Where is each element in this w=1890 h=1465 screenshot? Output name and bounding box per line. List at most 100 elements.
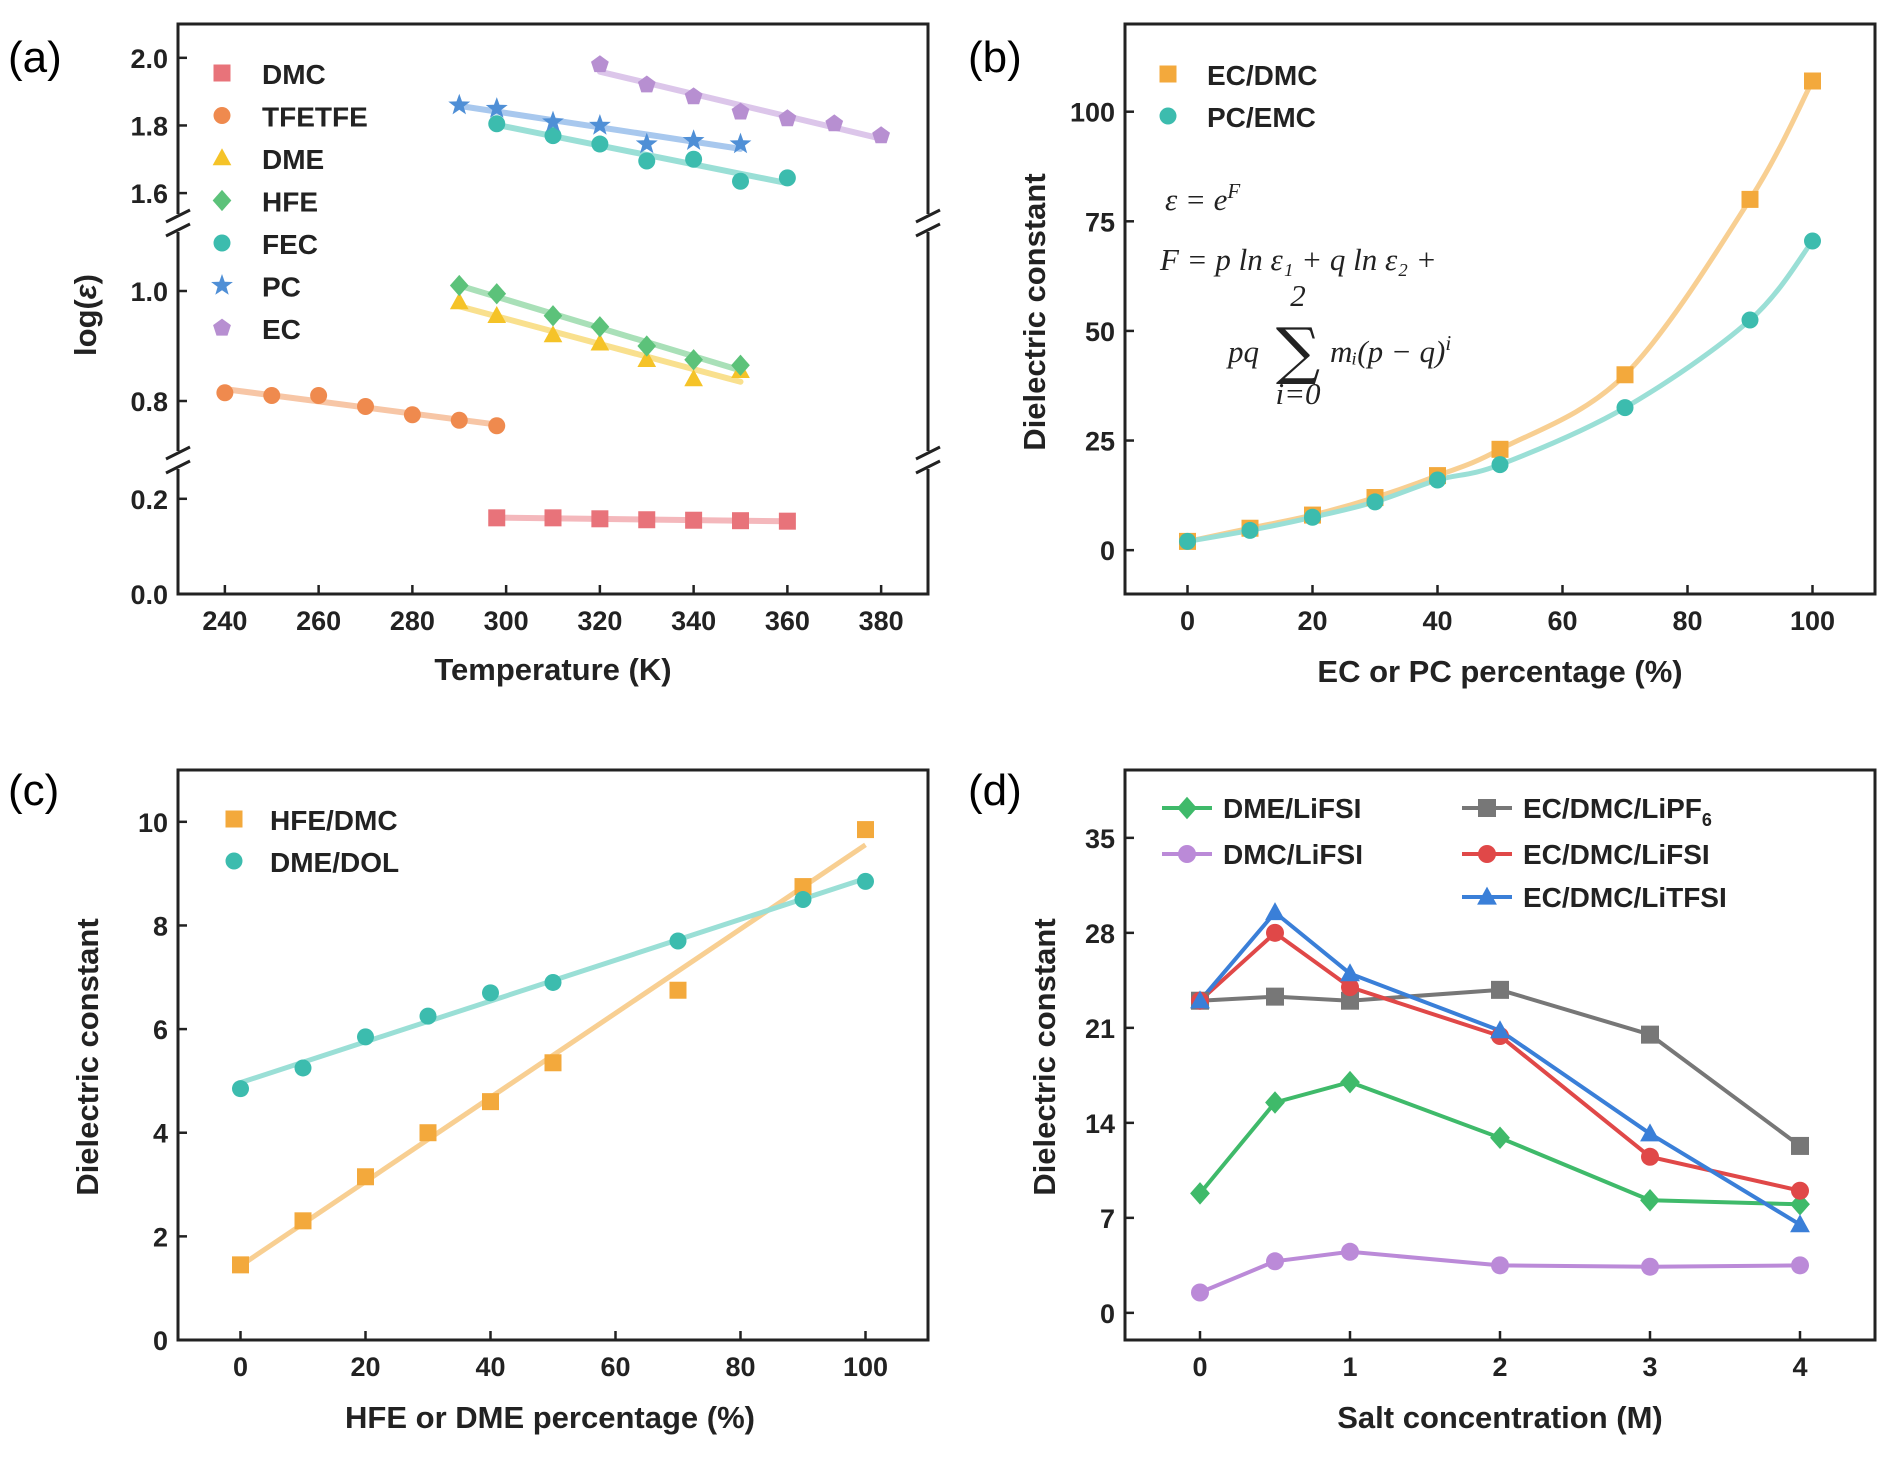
point-hfe-dmc [544,1054,562,1072]
y-tick-label: 0 [1100,1299,1115,1329]
point-fec [685,150,703,168]
x-axis-label-a: Temperature (K) [434,652,671,687]
y-tick-label: 100 [1070,98,1115,128]
point-fec [488,115,506,133]
point-dme-dol [794,891,812,909]
point-dmc [544,509,562,527]
point-dmc-lifsi [1641,1257,1659,1276]
point-fec [778,169,796,187]
x-axis-label-d: Salt concentration (M) [1337,1400,1663,1435]
equation-b: ε = eF F = p ln ε₁ + q ln ε₂ + pq 2 ∑ i=… [1159,179,1451,411]
point-hfe-dmc [294,1212,312,1230]
x-axis-label-c: HFE or DME percentage (%) [345,1400,755,1435]
point-dme-dol [294,1059,312,1077]
point-ec [637,75,656,93]
legend-marker-ec-dmc-litfsi [1477,886,1497,905]
point-dme-dol [857,872,874,890]
point-dmc [488,509,506,527]
tick-layer-b: 0 20 40 60 80 100 0 25 50 75 100 [1070,98,1835,636]
y-tick-label: 10 [138,808,168,838]
x-tick-label: 2 [1492,1352,1507,1382]
point-ec [872,126,890,144]
x-tick-label: 100 [1790,606,1835,636]
point-dme-dol [232,1080,249,1098]
legend-marker-ec-dmc [1159,65,1177,83]
series-line-ec-dmc-lipf [1199,987,1802,1148]
legend-marker-fec [213,234,231,252]
point-ec [778,109,797,127]
point-ec-dmc-lifsi [1266,923,1284,942]
y-tick-label: 25 [1085,427,1115,457]
point-hfe [449,274,469,297]
x-tick-label: 4 [1792,1352,1807,1382]
y-tick-label: 8 [153,911,168,941]
point-pc-emc [1616,399,1634,417]
data-points-b [1179,72,1821,550]
point-dmc [685,511,703,529]
legend-b: EC/DMC PC/EMC [1159,60,1317,133]
point-ec-dmc-litfsi [1340,963,1360,982]
axis-break-mark [165,459,191,475]
x-tick-label: 20 [350,1352,380,1382]
point-dme-lifsi [1640,1188,1660,1212]
legend-label-dme-lifsi: DME/LiFSI [1223,793,1361,824]
point-pc [448,93,471,115]
legend-label-dme: DME [262,144,324,175]
x-tick-label: 320 [577,606,622,636]
panel-c: (c) 0 20 40 60 80 100 0 2 4 6 8 10 HFE/DMC DME/DOL H… [8,766,930,1435]
point-ec-dmc-lifsi [1791,1181,1809,1200]
equation-line-1: ε = eF [1165,179,1240,217]
point-pc [729,132,752,154]
point-tfetfe [450,411,468,429]
point-ec-dmc-lifsi [1641,1147,1659,1166]
point-ec-dmc [1804,72,1821,90]
legend-label-ec: EC [262,314,301,345]
axis-break-mark [165,445,191,461]
y-tick-label: 0 [153,1326,168,1356]
y-tick-label: 6 [153,1015,168,1045]
series-lines-d [1198,909,1802,1295]
y-axis-label-c: Dielectric constant [70,918,105,1195]
point-dme [590,333,610,351]
point-pc [542,110,564,132]
y-tick-label: 2 [153,1222,168,1252]
y-axis-label-a: log(ε) [68,274,103,356]
point-dme [637,349,657,367]
point-hfe-dmc [857,821,874,839]
plot-frame-b [1123,22,1877,596]
legend-marker-dmc-lifsi [1178,845,1196,863]
y-tick-label: 0 [1100,536,1115,566]
legend-marker-dme-lifsi [1177,796,1197,820]
legend-marker-dme-dol [225,852,243,870]
point-pc-emc [1491,456,1509,474]
point-pc-emc [1241,521,1259,539]
point-ec-dmc-lipf [1791,1136,1809,1155]
x-tick-label: 60 [600,1352,630,1382]
x-tick-label: 280 [390,606,435,636]
legend-a: DMC TFETFE DME HFE FEC PC EC [211,59,368,345]
equation-sum-top: 2 [1290,278,1306,313]
legend-label-ec-dmc-lipf: EC/DMC/LiPF6 [1523,793,1712,830]
point-pc-emc [1179,532,1196,550]
axis-break-mark [915,222,941,238]
equation-line-3: mᵢ(p − q)i [1330,331,1451,369]
y-tick-label: 50 [1085,317,1115,347]
legend-label-dmc-lifsi: DMC/LiFSI [1223,839,1363,870]
x-tick-label: 0 [1180,606,1195,636]
y-axis-label-a-symbol: ε [68,283,103,299]
point-dme-lifsi [1340,1070,1360,1094]
y-axis-label-a-part: log( [68,299,103,356]
legend-marker-ec [213,318,231,336]
point-tfetfe [488,417,506,435]
y-tick-label: 1.8 [130,111,168,141]
y-axis-label-b: Dielectric constant [1017,173,1052,450]
panel-label-c: (c) [8,766,59,815]
point-hfe [684,349,703,371]
point-pc [589,114,611,135]
x-tick-label: 60 [1547,606,1577,636]
y-axis-label-a-part: ) [68,274,103,284]
point-dmc-lifsi [1341,1242,1359,1261]
x-tick-label: 380 [859,606,904,636]
y-tick-label: 14 [1085,1109,1115,1139]
